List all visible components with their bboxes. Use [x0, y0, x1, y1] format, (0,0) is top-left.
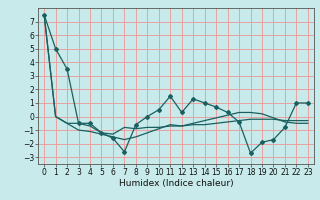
- X-axis label: Humidex (Indice chaleur): Humidex (Indice chaleur): [119, 179, 233, 188]
